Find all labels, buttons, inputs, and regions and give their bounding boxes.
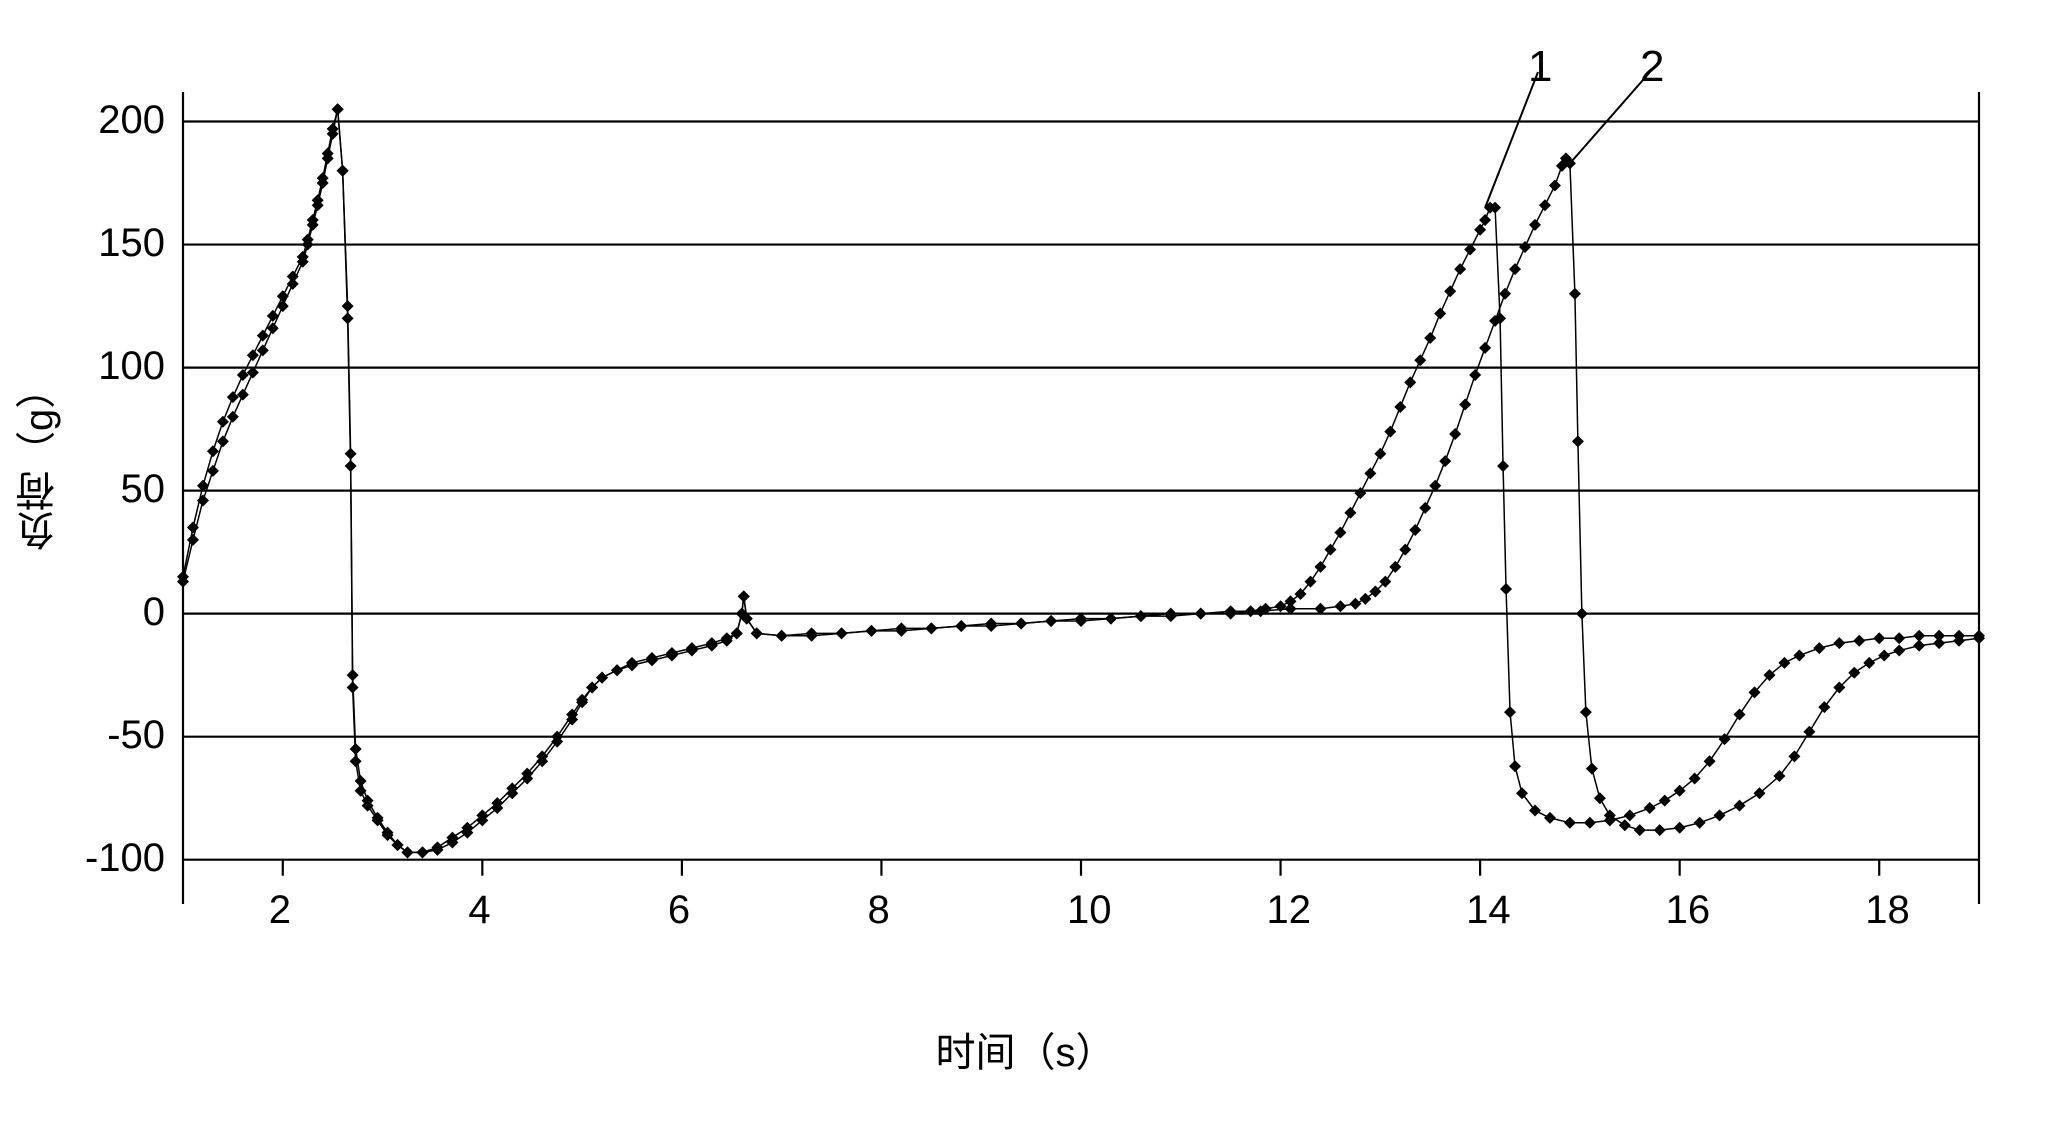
- x-tick-label: 16: [1666, 888, 1711, 933]
- callout-label-1: 1: [1528, 42, 1552, 92]
- y-tick-label: -100: [85, 836, 165, 881]
- x-tick-label: 12: [1267, 888, 1312, 933]
- chart-container: 负荷（g） -100-50050100150200 24681012141618…: [0, 0, 2051, 1128]
- y-tick-label: 150: [98, 221, 165, 266]
- x-tick-label: 6: [668, 888, 690, 933]
- y-tick-label: -50: [107, 713, 165, 758]
- plot-area: [183, 92, 1979, 904]
- y-tick-label: 0: [143, 590, 165, 635]
- y-tick-label: 200: [98, 98, 165, 143]
- y-axis-label: 负荷（g）: [10, 320, 68, 600]
- x-tick-label: 10: [1067, 888, 1112, 933]
- x-tick-label: 18: [1865, 888, 1910, 933]
- y-tick-label: 50: [121, 467, 166, 512]
- y-tick-label: 100: [98, 344, 165, 389]
- x-tick-label: 8: [867, 888, 889, 933]
- x-tick-label: 4: [468, 888, 490, 933]
- callout-label-2: 2: [1640, 42, 1664, 92]
- x-tick-label: 2: [269, 888, 291, 933]
- x-tick-label: 14: [1466, 888, 1511, 933]
- x-axis-label: 时间（s）: [0, 1020, 2051, 1078]
